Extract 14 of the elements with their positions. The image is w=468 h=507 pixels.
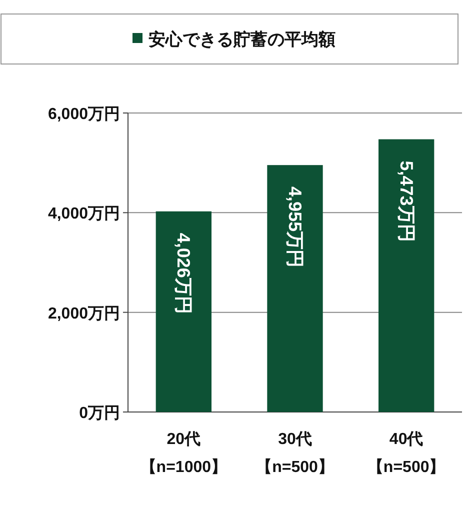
- bar: [378, 139, 434, 412]
- data-label: 5,473万円: [396, 160, 416, 242]
- x-tick-label: 30代【n=500】: [255, 430, 335, 478]
- y-tick-label: 4,000万円: [48, 206, 120, 223]
- y-tick-label: 6,000万円: [48, 106, 120, 123]
- y-tick-label: 2,000万円: [48, 305, 120, 322]
- bar: [156, 211, 212, 412]
- legend-label: 安心できる貯蓄の平均額: [148, 30, 336, 49]
- y-tick-label: 0万円: [79, 405, 120, 422]
- x-tick-label: 20代【n=1000】: [139, 430, 228, 478]
- data-label: 4,955万円: [285, 186, 305, 268]
- bar: [267, 165, 323, 412]
- data-label: 4,026万円: [174, 232, 194, 314]
- x-tick-label: 40代【n=500】: [366, 430, 446, 478]
